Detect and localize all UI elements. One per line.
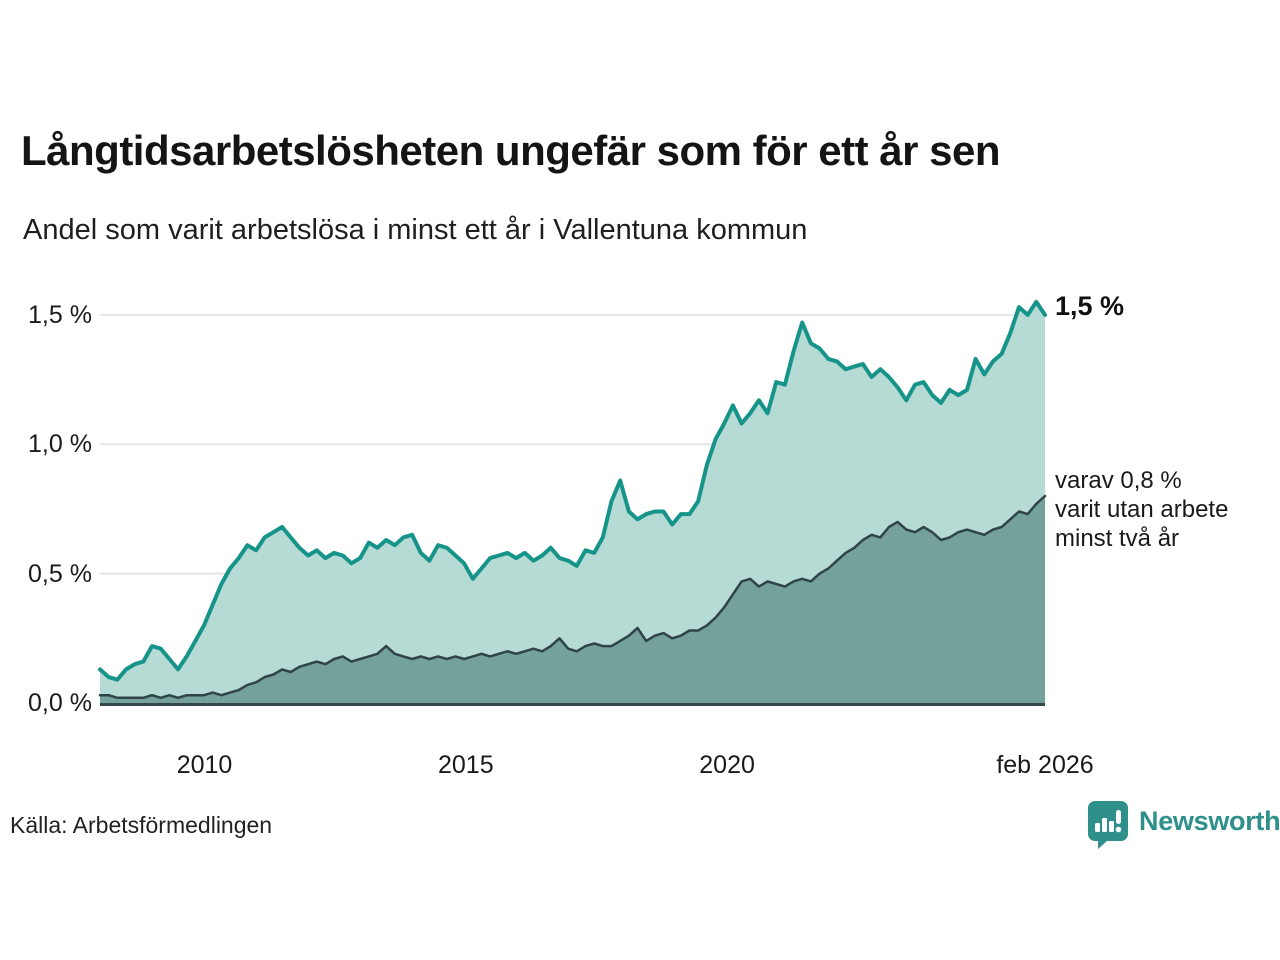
y-axis-tick-label: 1,5 %	[28, 300, 92, 329]
line-series-1	[98, 494, 1047, 700]
y-axis-tick-label: 1,0 %	[28, 430, 92, 459]
y-axis-tick-label: 0,5 %	[28, 559, 92, 588]
source-credit: Källa: Arbetsförmedlingen	[10, 812, 273, 838]
newsworthy-logo-icon	[1088, 801, 1128, 849]
page-title: Långtidsarbetslösheten ungefär som för e…	[21, 127, 1001, 174]
area-series-1	[100, 496, 1045, 703]
two-year-annotation: varav 0,8 % varit utan arbete minst två …	[1055, 467, 1229, 552]
x-axis-tick-label: 2015	[438, 751, 494, 779]
x-axis-tick-label: 2010	[176, 751, 233, 779]
newsworthy-logo-text: Newsworthy	[1139, 806, 1280, 836]
chart-subtitle: Andel som varit arbetslösa i minst ett å…	[23, 214, 808, 246]
newsworthy-logo: Newsworthy	[1088, 801, 1280, 849]
x-axis-tick-label: feb 2026	[996, 751, 1094, 779]
latest-value-annotation: 1,5 %	[1055, 291, 1125, 321]
line-series-0	[98, 299, 1047, 682]
y-axis-tick-label: 0,0 %	[28, 689, 92, 717]
x-axis-tick-label: 2020	[699, 751, 755, 779]
